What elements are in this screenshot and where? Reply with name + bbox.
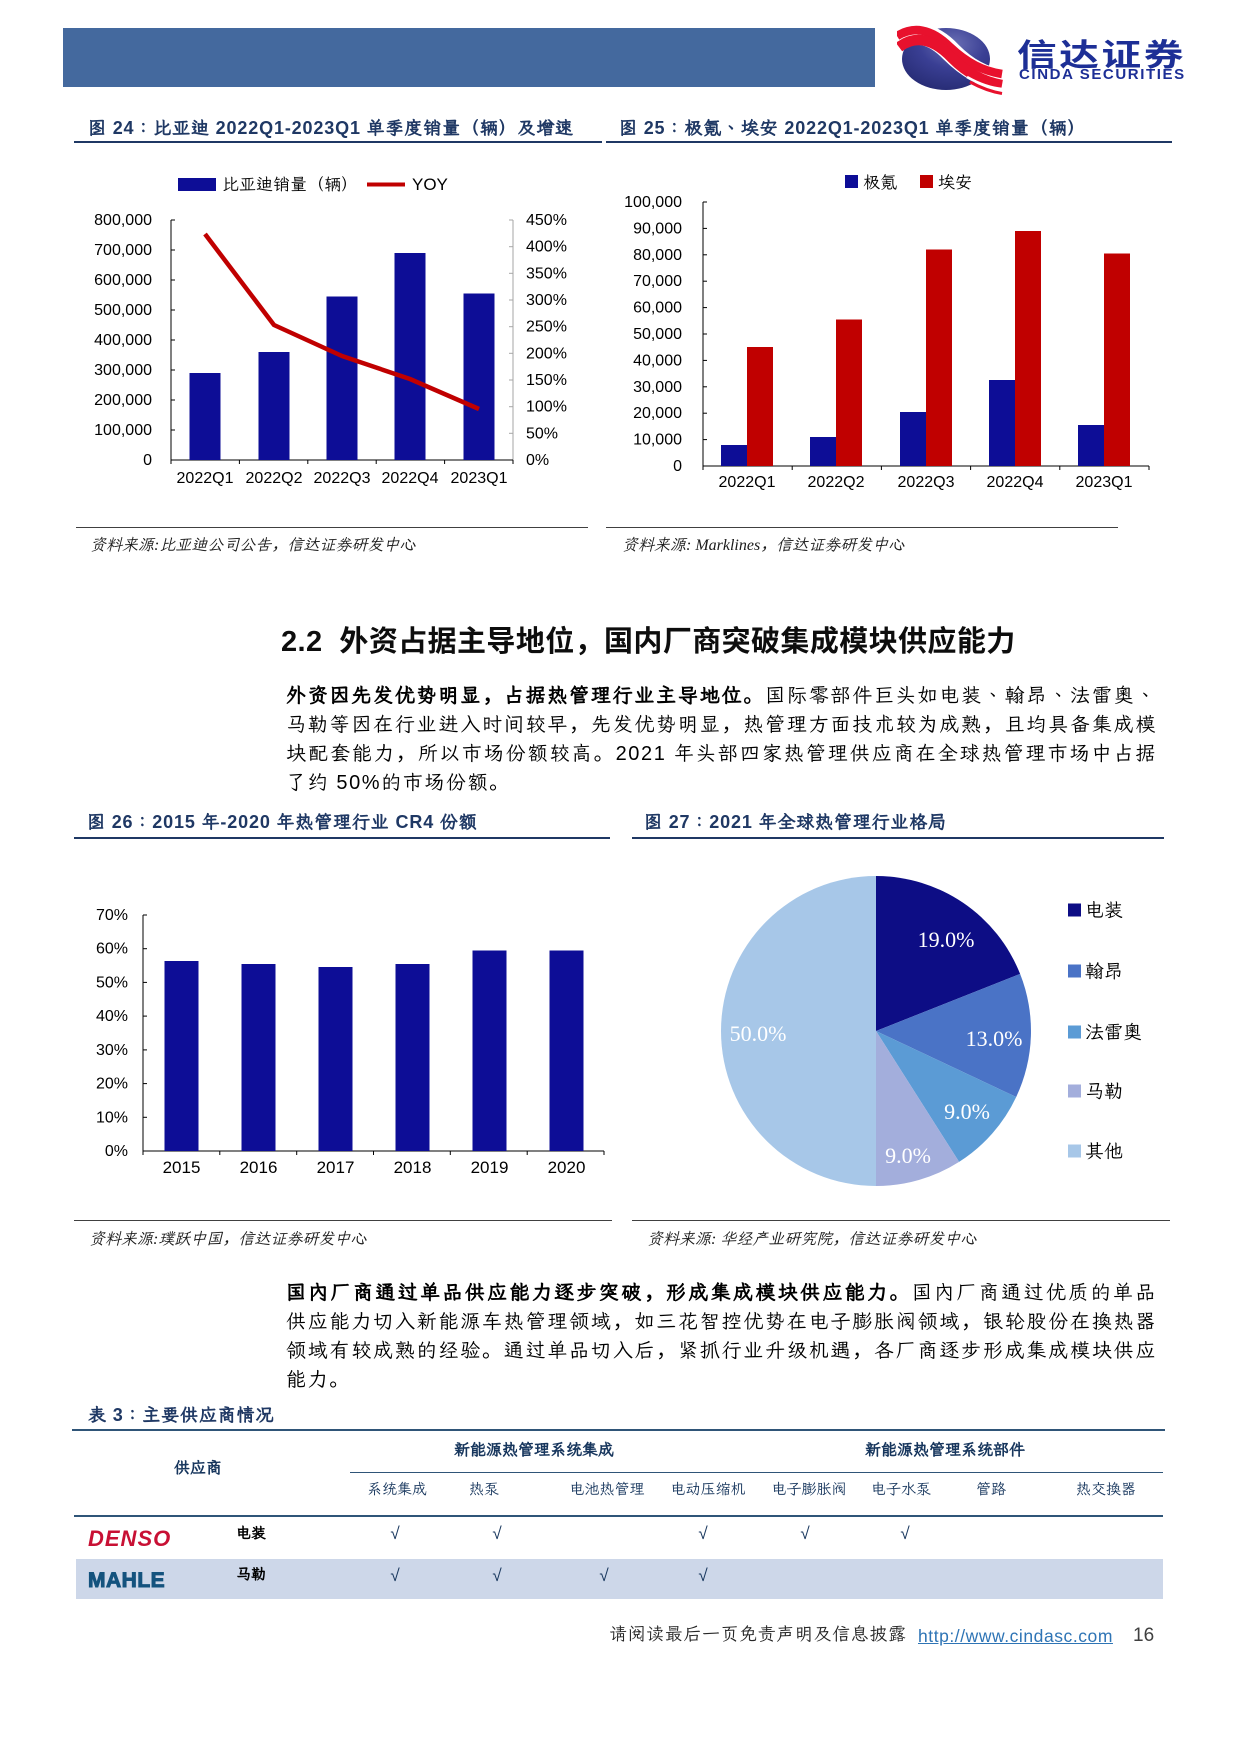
svg-text:300%: 300% [526,292,567,309]
svg-text:30%: 30% [96,1042,128,1059]
svg-text:0: 0 [673,458,682,475]
svg-text:2015: 2015 [163,1158,201,1177]
svg-text:50%: 50% [526,425,558,442]
svg-text:2022Q3: 2022Q3 [898,474,955,491]
svg-text:2022Q4: 2022Q4 [382,470,439,487]
svg-text:700,000: 700,000 [94,242,152,259]
svg-text:800,000: 800,000 [94,212,152,229]
svg-text:2018: 2018 [394,1158,432,1177]
svg-text:200,000: 200,000 [94,392,152,409]
svg-text:10%: 10% [96,1109,128,1126]
svg-text:40%: 40% [96,1008,128,1025]
svg-text:19.0%: 19.0% [918,927,975,952]
svg-text:9.0%: 9.0% [944,1099,990,1124]
svg-text:50.0%: 50.0% [730,1021,787,1046]
svg-text:13.0%: 13.0% [966,1026,1023,1051]
svg-text:2022Q2: 2022Q2 [808,474,865,491]
svg-text:40,000: 40,000 [633,352,682,369]
svg-text:9.0%: 9.0% [885,1143,931,1168]
svg-text:200%: 200% [526,345,567,362]
svg-text:翰昂: 翰昂 [1085,962,1123,983]
svg-text:2022Q1: 2022Q1 [177,470,234,487]
svg-text:450%: 450% [526,212,567,229]
svg-text:300,000: 300,000 [94,362,152,379]
svg-text:极氪: 极氪 [863,173,897,192]
svg-text:90,000: 90,000 [633,220,682,237]
svg-text:250%: 250% [526,319,567,336]
svg-text:100,000: 100,000 [94,422,152,439]
svg-text:0: 0 [143,452,152,469]
svg-text:2023Q1: 2023Q1 [451,470,508,487]
svg-text:70,000: 70,000 [633,273,682,290]
svg-text:400%: 400% [526,239,567,256]
svg-text:比亚迪销量（辆）: 比亚迪销量（辆） [222,175,358,194]
svg-text:2019: 2019 [471,1158,509,1177]
svg-text:2022Q3: 2022Q3 [314,470,371,487]
svg-text:20,000: 20,000 [633,405,682,422]
svg-text:埃安: 埃安 [938,173,972,192]
svg-text:马勒: 马勒 [1085,1082,1123,1103]
svg-text:YOY: YOY [412,175,448,194]
svg-text:350%: 350% [526,265,567,282]
svg-text:30,000: 30,000 [633,379,682,396]
svg-text:80,000: 80,000 [633,247,682,264]
svg-text:400,000: 400,000 [94,332,152,349]
svg-text:60,000: 60,000 [633,300,682,317]
svg-text:2022Q2: 2022Q2 [246,470,303,487]
svg-text:2022Q1: 2022Q1 [719,474,776,491]
svg-text:20%: 20% [96,1076,128,1093]
svg-text:60%: 60% [96,941,128,958]
svg-text:100%: 100% [526,399,567,416]
svg-text:50%: 50% [96,974,128,991]
svg-text:2020: 2020 [548,1158,586,1177]
svg-text:600,000: 600,000 [94,272,152,289]
svg-text:100,000: 100,000 [624,194,682,211]
svg-text:其他: 其他 [1085,1142,1123,1163]
svg-text:2022Q4: 2022Q4 [987,474,1044,491]
svg-text:50,000: 50,000 [633,326,682,343]
svg-text:2023Q1: 2023Q1 [1076,474,1133,491]
svg-text:10,000: 10,000 [633,432,682,449]
svg-text:法雷奥: 法雷奥 [1085,1023,1142,1044]
svg-text:500,000: 500,000 [94,302,152,319]
svg-text:150%: 150% [526,372,567,389]
svg-text:70%: 70% [96,907,128,924]
svg-text:0%: 0% [105,1143,128,1160]
svg-text:2016: 2016 [240,1158,278,1177]
svg-text:2017: 2017 [317,1158,355,1177]
svg-text:电装: 电装 [1085,901,1123,922]
svg-text:0%: 0% [526,452,549,469]
